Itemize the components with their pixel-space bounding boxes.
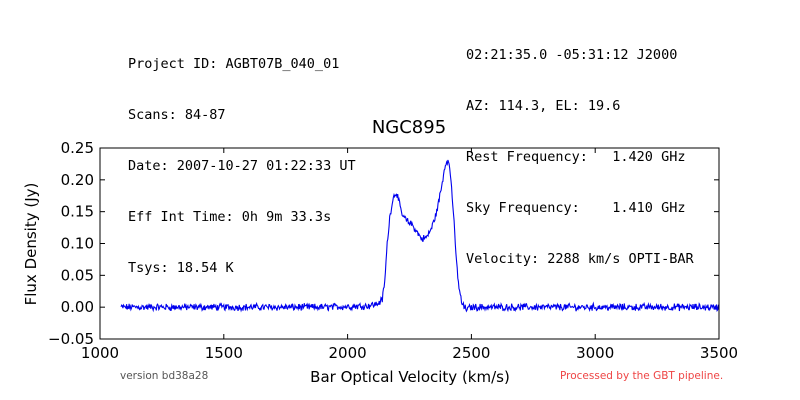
plot-area [120, 159, 720, 313]
y-tick-label: 0.00 [61, 298, 94, 316]
header-line: Velocity: 2288 km/s OPTI-BAR [466, 251, 694, 267]
header-line: Sky Frequency: 1.410 GHz [466, 200, 686, 216]
header-info-left: Project ID: AGBT07B_040_01 Scans: 84-87 … [128, 22, 356, 294]
pipeline-note: Processed by the GBT pipeline. [560, 370, 724, 382]
x-tick-label: 1500 [205, 344, 243, 362]
y-tick-label: 0.10 [61, 235, 94, 253]
x-tick-label: 1000 [81, 344, 119, 362]
chart-title: NGC895 [372, 117, 446, 138]
version-text: version bd38a28 [120, 370, 209, 382]
y-tick-label: 0.15 [61, 203, 94, 221]
y-tick-label: 0.20 [61, 171, 94, 189]
x-tick-label: 2000 [329, 344, 367, 362]
header-line: AZ: 114.3, EL: 19.6 [466, 98, 621, 114]
header-line: 02:21:35.0 -05:31:12 J2000 [466, 47, 678, 63]
header-line: Eff Int Time: 0h 9m 33.3s [128, 209, 332, 225]
header-info-right: 02:21:35.0 -05:31:12 J2000 AZ: 114.3, EL… [466, 13, 694, 285]
header-line: Date: 2007-10-27 01:22:33 UT [128, 158, 356, 174]
x-tick-label: 2500 [452, 344, 490, 362]
axis-ticks: 1000 1500 2000 2500 3000 3500 −0.05 0.00 0.05 0.1… [48, 139, 738, 362]
header-line: Rest Frequency: 1.420 GHz [466, 149, 686, 165]
y-axis-label: Flux Density (Jy) [22, 183, 40, 306]
spectrum-line [120, 159, 720, 313]
x-tick-label: 3500 [700, 344, 738, 362]
x-tick-label: 3000 [576, 344, 614, 362]
header-line: Scans: 84-87 [128, 107, 226, 123]
y-tick-label: −0.05 [48, 330, 94, 348]
y-tick-label: 0.25 [61, 139, 94, 157]
plot-frame [99, 147, 720, 340]
header-line: Project ID: AGBT07B_040_01 [128, 56, 340, 72]
y-tick-label: 0.05 [61, 266, 94, 284]
header-line: Tsys: 18.54 K [128, 260, 234, 276]
x-axis-label: Bar Optical Velocity (km/s) [310, 368, 510, 386]
